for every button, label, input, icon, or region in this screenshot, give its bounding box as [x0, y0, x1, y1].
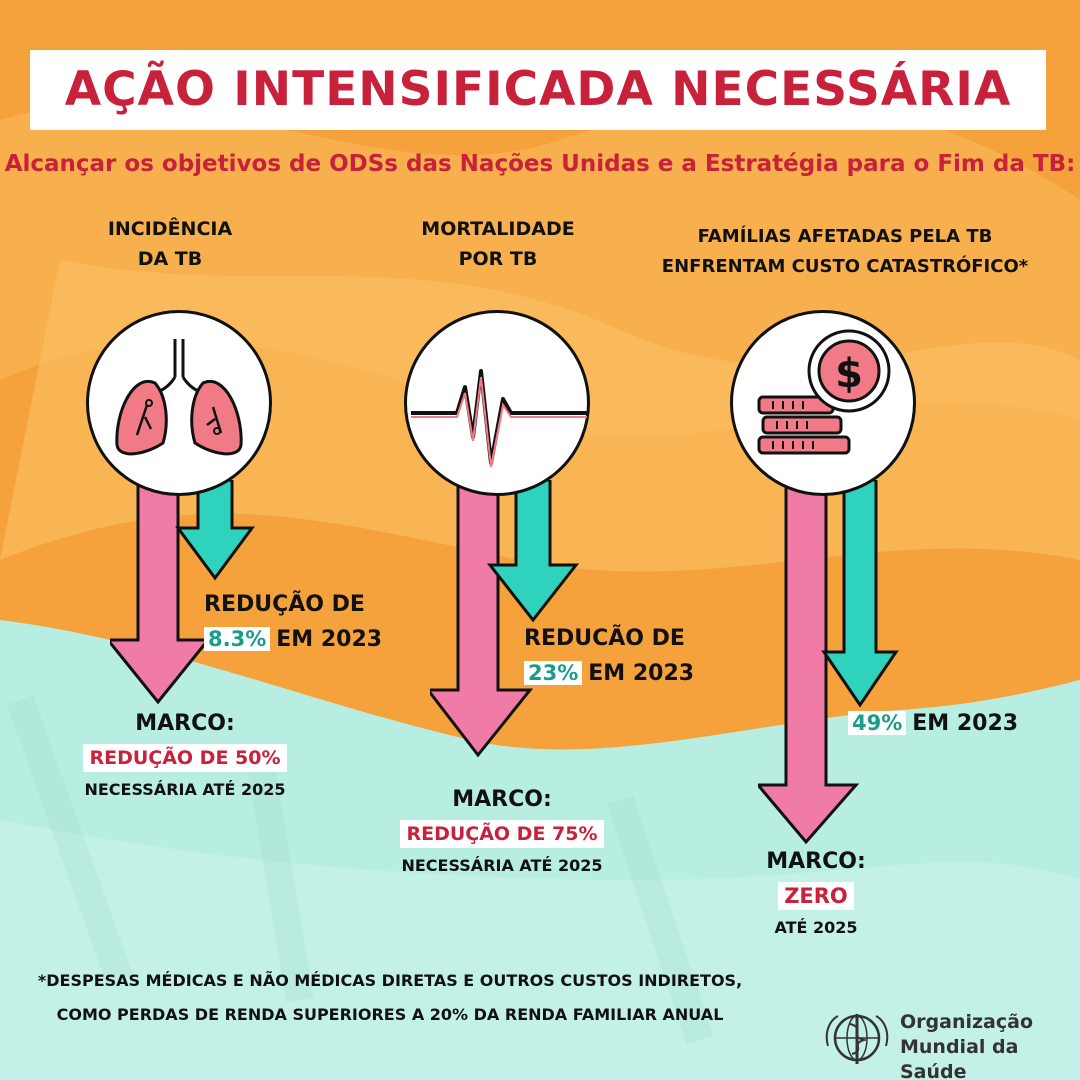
pink-arrow	[758, 480, 860, 845]
heartbeat-line-icon	[411, 369, 587, 468]
milestone-note: ATÉ 2025	[774, 918, 858, 937]
heading-mortality: MORTALIDADE POR TB	[390, 214, 606, 274]
arrows-catastrophic-cost	[758, 480, 899, 845]
progress-value: 49%	[848, 711, 907, 735]
teal-arrow	[486, 480, 580, 623]
milestone-label: MARCO:	[135, 711, 235, 736]
lungs-icon	[115, 339, 243, 456]
milestone-mortality: MARCO: REDUÇÃO DE 75% NECESSÁRIA ATÉ 202…	[370, 784, 634, 880]
footnote-line: COMO PERDAS DE RENDA SUPERIORES A 20% DA…	[56, 1005, 724, 1024]
progress-mortality: REDUCÃO DE 23% EM 2023	[524, 622, 694, 691]
icon-circle-catastrophic-cost: $	[730, 310, 916, 496]
teal-arrow	[175, 480, 255, 581]
pink-arrow	[110, 480, 212, 705]
milestone-label: MARCO:	[766, 849, 866, 874]
progress-value-row: 23% EM 2023	[524, 656, 694, 691]
progress-incidence: REDUÇÃO DE 8.3% EM 2023	[204, 588, 382, 657]
milestone-goal: REDUÇÃO DE 50%	[83, 744, 287, 772]
heading-incidence: INCIDÊNCIA DA TB	[70, 214, 270, 274]
heading-line: INCIDÊNCIA	[107, 218, 233, 240]
icon-circle-mortality	[404, 310, 590, 496]
milestone-note: NECESSÁRIA ATÉ 2025	[401, 856, 603, 875]
progress-year: EM 2023	[588, 661, 695, 686]
teal-arrow	[821, 480, 899, 708]
title-banner: AÇÃO INTENSIFICADA NECESSÁRIA	[30, 50, 1046, 130]
who-name-line: Mundial da Saúde	[900, 1036, 1019, 1080]
page-subtitle: Alcançar os objetivos de ODSs das Nações…	[4, 151, 1076, 177]
progress-value: 8.3%	[204, 627, 271, 651]
progress-label: REDUÇÃO DE	[204, 592, 365, 617]
progress-year: EM 2023	[276, 627, 383, 652]
progress-catastrophic-cost: 49% EM 2023	[848, 706, 1018, 741]
footnote: *DESPESAS MÉDICAS E NÃO MÉDICAS DIRETAS …	[20, 964, 760, 1032]
heading-line: MORTALIDADE	[421, 218, 575, 240]
progress-value-row: 8.3% EM 2023	[204, 622, 382, 657]
arrows-mortality	[430, 480, 580, 758]
pink-arrow	[430, 480, 534, 758]
heading-line: ENFRENTAM CUSTO CATASTRÓFICO*	[661, 256, 1029, 277]
who-name: Organização Mundial da Saúde	[900, 1010, 1062, 1080]
heading-line: POR TB	[458, 248, 538, 270]
who-name-line: Organização	[900, 1011, 1033, 1033]
milestone-note: NECESSÁRIA ATÉ 2025	[84, 780, 286, 799]
progress-year: EM 2023	[912, 711, 1019, 736]
page-title: AÇÃO INTENSIFICADA NECESSÁRIA	[64, 62, 1012, 117]
heading-line: FAMÍLIAS AFETADAS PELA TB	[697, 226, 993, 247]
milestone-label: MARCO:	[452, 787, 552, 812]
milestone-goal: ZERO	[778, 882, 854, 910]
milestone-goal: REDUÇÃO DE 75%	[400, 820, 604, 848]
progress-label: REDUCÃO DE	[524, 626, 685, 651]
footnote-line: *DESPESAS MÉDICAS E NÃO MÉDICAS DIRETAS …	[37, 971, 743, 990]
progress-value-row: 49% EM 2023	[848, 706, 1018, 741]
heading-catastrophic-cost: FAMÍLIAS AFETADAS PELA TB ENFRENTAM CUST…	[650, 222, 1040, 282]
who-logo: Organização Mundial da Saúde	[822, 1008, 1062, 1080]
progress-value: 23%	[524, 661, 583, 685]
milestone-incidence: MARCO: REDUÇÃO DE 50% NECESSÁRIA ATÉ 202…	[60, 708, 310, 804]
coins-dollar-icon: $	[757, 329, 891, 455]
heading-line: DA TB	[137, 248, 203, 270]
arrows-incidence	[110, 480, 255, 705]
icon-circle-incidence	[86, 310, 272, 496]
who-emblem-icon	[825, 1014, 889, 1064]
milestone-catastrophic-cost: MARCO: ZERO ATÉ 2025	[756, 846, 876, 942]
svg-text:$: $	[835, 351, 863, 397]
